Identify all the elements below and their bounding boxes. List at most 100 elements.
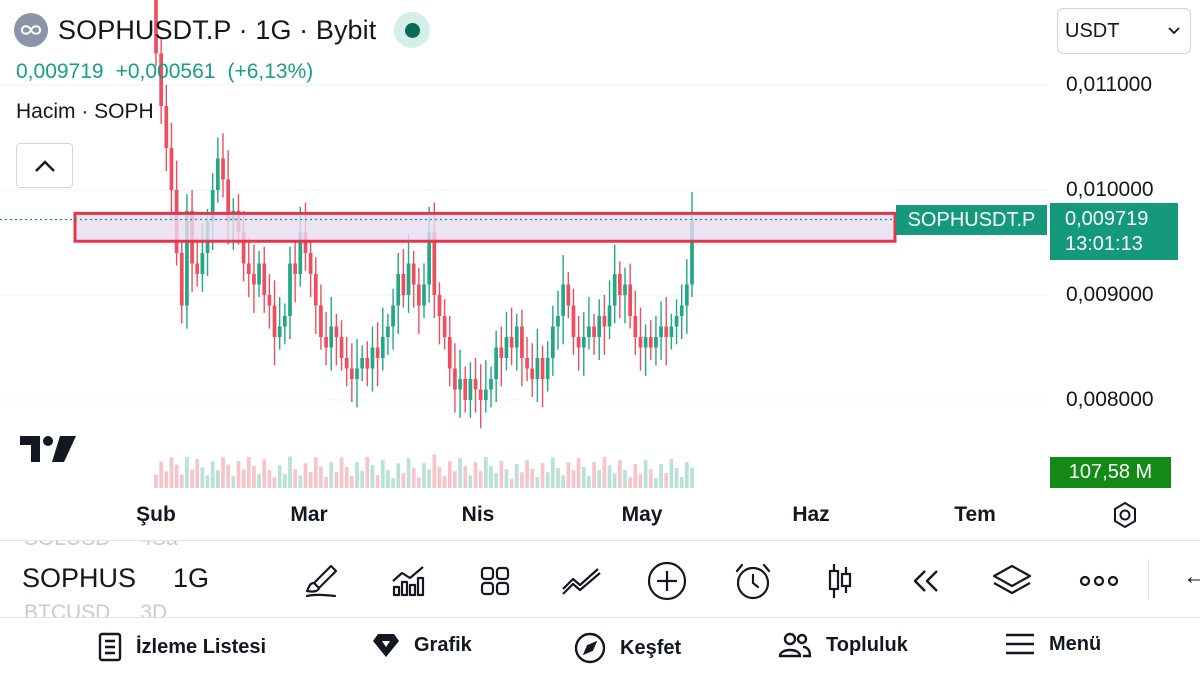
volume-bar: [282, 474, 287, 488]
volume-bar: [236, 461, 241, 488]
candle-down: [308, 253, 313, 274]
volume-bar: [535, 477, 540, 488]
candle-down: [664, 326, 669, 337]
volume-bar: [504, 469, 509, 488]
axis-settings-icon[interactable]: [1110, 500, 1140, 530]
layouts-icon[interactable]: [473, 559, 517, 603]
candle-down: [252, 274, 256, 285]
volume-bar: [556, 468, 560, 488]
volume-bar: [566, 462, 571, 488]
candle-up: [550, 326, 555, 358]
candle-down: [246, 263, 251, 274]
arrow-left-icon[interactable]: ←: [1183, 563, 1200, 591]
chevron-up-icon: [34, 159, 55, 172]
candle-down: [571, 305, 576, 337]
volume-bar: [195, 459, 200, 488]
volume-bar: [200, 467, 205, 488]
chart-area[interactable]: SOPHUSDT.P · 1G · Bybit 0,009719 +0,0005…: [0, 0, 1200, 540]
nav-watchlist[interactable]: İzleme Listesi: [98, 632, 266, 662]
symbol-picker-next[interactable]: BTCUSD 3D: [24, 601, 168, 618]
volume-bar: [174, 464, 179, 488]
nav-community[interactable]: Topluluk: [778, 632, 908, 658]
nav-menu[interactable]: Menü: [1005, 632, 1101, 656]
trend-line-icon[interactable]: [560, 559, 604, 603]
nav-explore[interactable]: Keşfet: [574, 632, 681, 664]
volume-bar: [489, 466, 493, 488]
symbol-picker[interactable]: SOPHUS: [22, 563, 137, 593]
brush-icon[interactable]: [299, 559, 343, 603]
candle-up: [185, 211, 189, 306]
volume-bar: [530, 469, 535, 488]
volume-bar: [669, 459, 674, 488]
symbol-picker-prev[interactable]: SOLUSD 4Sa: [24, 541, 178, 551]
volume-bar: [684, 462, 689, 488]
indicators-icon[interactable]: [386, 559, 430, 603]
candle-up: [483, 389, 488, 400]
interval-picker[interactable]: 1G: [173, 563, 210, 593]
volume-bar: [416, 477, 421, 488]
candle-down: [478, 389, 483, 400]
volume-bar: [597, 470, 602, 488]
candle-down: [525, 358, 529, 369]
volume-bar: [411, 468, 416, 488]
volume-bar: [324, 477, 328, 488]
candle-up: [298, 232, 303, 274]
price-summary: 0,009719 +0,000561 (+6,13%): [16, 60, 313, 84]
candle-up: [504, 337, 509, 358]
volume-bar: [453, 471, 457, 488]
compass-icon: [574, 632, 606, 664]
current-price-value: 0,009719: [1065, 208, 1149, 230]
symbol-title[interactable]: SOPHUSDT.P · 1G · Bybit: [58, 14, 377, 45]
volume-bar: [473, 462, 478, 488]
resistance-zone: [73, 211, 897, 243]
candle-up: [597, 316, 602, 337]
volume-bar: [360, 471, 365, 488]
replay-icon[interactable]: [903, 559, 947, 603]
volume-bar: [664, 473, 669, 488]
candle-up: [215, 158, 220, 190]
volume-bar: [587, 476, 591, 488]
candle-down: [195, 263, 200, 274]
nav-chart[interactable]: Grafik: [372, 632, 472, 658]
collapse-legend-button[interactable]: [16, 143, 73, 188]
current-price-tag: 0,009719 13:01:13: [1050, 203, 1178, 260]
candle-down: [365, 358, 370, 369]
candle-up: [679, 305, 684, 316]
add-icon[interactable]: [645, 559, 689, 603]
layers-icon[interactable]: [990, 559, 1034, 603]
currency-select[interactable]: USDT: [1057, 8, 1191, 54]
candle-down: [416, 284, 421, 306]
candle-up: [607, 305, 612, 327]
candle-up: [329, 326, 334, 348]
ghost-interval: 4Sa: [140, 541, 177, 551]
candle-down: [432, 232, 437, 295]
ghost-interval: 3D: [140, 601, 168, 618]
candle-up: [288, 263, 292, 316]
price-tick: 0,009000: [1066, 283, 1154, 306]
volume-bar: [226, 464, 231, 488]
price-chart[interactable]: [0, 0, 1200, 540]
candle-down: [179, 253, 184, 306]
volume-bar: [252, 466, 256, 488]
currency-value: USDT: [1065, 19, 1120, 42]
candle-down: [267, 295, 272, 306]
candle-down: [293, 263, 298, 274]
volume-bar: [581, 467, 586, 488]
candles-icon[interactable]: [818, 559, 862, 603]
volume-bar: [262, 459, 267, 488]
time-tick: May: [621, 503, 663, 526]
volume-indicator-label[interactable]: Hacim · SOPH: [16, 100, 154, 123]
candle-up: [514, 326, 519, 348]
bottom-navigation: İzleme Listesi Grafik Keşfet Topluluk Me…: [0, 618, 1200, 675]
volume-bar: [623, 470, 627, 488]
more-icon[interactable]: [1077, 559, 1121, 603]
time-tick: Mar: [290, 503, 328, 526]
volume-bar: [447, 461, 452, 488]
candle-up: [489, 379, 493, 390]
volume-bar: [602, 457, 607, 488]
candle-down: [319, 305, 323, 337]
symbol-header[interactable]: SOPHUSDT.P · 1G · Bybit: [14, 12, 431, 48]
volume-bar: [241, 469, 246, 488]
time-tick: Tem: [954, 503, 996, 526]
alert-clock-icon[interactable]: [731, 559, 775, 603]
